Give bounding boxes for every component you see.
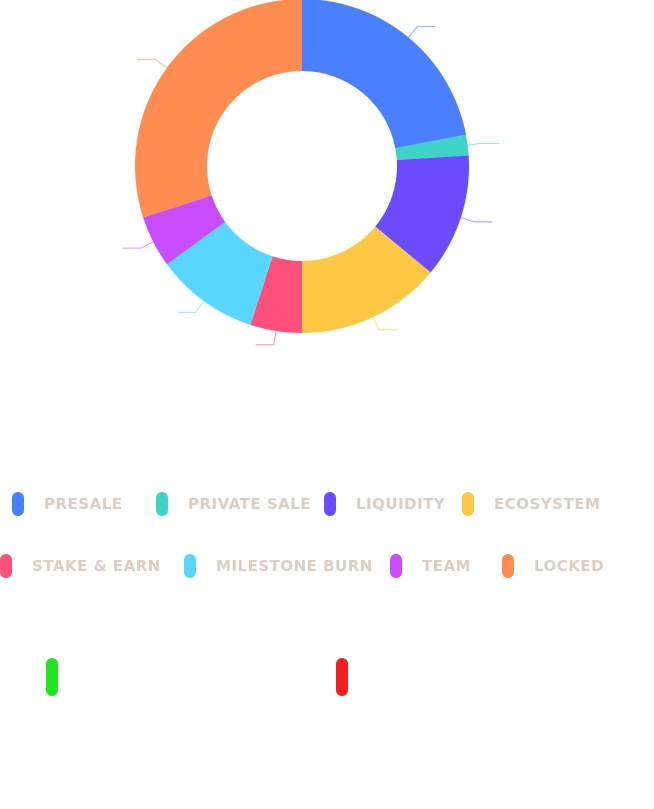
- legend-item-presale[interactable]: PRESALE: [12, 490, 123, 518]
- legend-label-stake-earn: STAKE & EARN: [32, 557, 161, 575]
- slice-presale[interactable]: [302, 0, 467, 149]
- slice-liquidity[interactable]: [375, 155, 470, 273]
- legend-label-private-sale: PRIVATE SALE: [188, 495, 312, 513]
- legend-label-ecosystem: ECOSYSTEM: [494, 495, 601, 513]
- legend-dot-stake-earn: [0, 554, 12, 578]
- leader-line-ecosystem: [370, 311, 398, 331]
- legend-item-locked[interactable]: LOCKED: [502, 552, 604, 580]
- leader-line-team: [122, 238, 159, 249]
- legend-label-presale: PRESALE: [44, 495, 123, 513]
- red-indicator: [336, 658, 348, 696]
- legend-item-team[interactable]: TEAM: [390, 552, 471, 580]
- legend-dot-private-sale: [156, 492, 168, 516]
- slice-stake-earn[interactable]: [250, 256, 302, 333]
- legend-label-milestone-burn: MILESTONE BURN: [216, 557, 373, 575]
- leader-line-milestone-burn: [177, 295, 208, 313]
- legend-label-locked: LOCKED: [534, 557, 605, 575]
- leader-line-liquidity: [454, 215, 493, 223]
- legend-item-stake-earn[interactable]: STAKE & EARN: [0, 552, 161, 580]
- leader-line-presale: [404, 26, 436, 43]
- leader-line-private-sale: [461, 142, 500, 147]
- legend-label-team: TEAM: [422, 557, 472, 575]
- slice-locked[interactable]: [135, 0, 302, 218]
- legend-row-2: STAKE & EARN MILESTONE BURN TEAM LOCKED: [0, 552, 654, 580]
- legend-item-liquidity[interactable]: LIQUIDITY: [324, 490, 445, 518]
- legend-dot-ecosystem: [462, 492, 474, 516]
- slice-team[interactable]: [143, 195, 226, 265]
- legend-label-liquidity: LIQUIDITY: [356, 495, 446, 513]
- legend-dot-liquidity: [324, 492, 336, 516]
- legend-dot-team: [390, 554, 402, 578]
- leader-line-locked: [137, 59, 173, 72]
- legend-item-ecosystem[interactable]: ECOSYSTEM: [462, 490, 600, 518]
- leader-line-stake-earn: [255, 324, 278, 346]
- legend-dot-milestone-burn: [184, 554, 196, 578]
- legend-item-private-sale[interactable]: PRIVATE SALE: [156, 490, 311, 518]
- donut-chart: [122, 0, 500, 346]
- legend-dot-locked: [502, 554, 514, 578]
- legend-dot-presale: [12, 492, 24, 516]
- legend-row-1: PRESALE PRIVATE SALE LIQUIDITY ECOSYSTEM: [0, 490, 654, 518]
- green-indicator: [46, 658, 58, 696]
- legend-item-milestone-burn[interactable]: MILESTONE BURN: [184, 552, 373, 580]
- slice-ecosystem[interactable]: [302, 226, 431, 333]
- slice-private-sale[interactable]: [395, 134, 469, 161]
- slice-milestone-burn[interactable]: [166, 221, 273, 325]
